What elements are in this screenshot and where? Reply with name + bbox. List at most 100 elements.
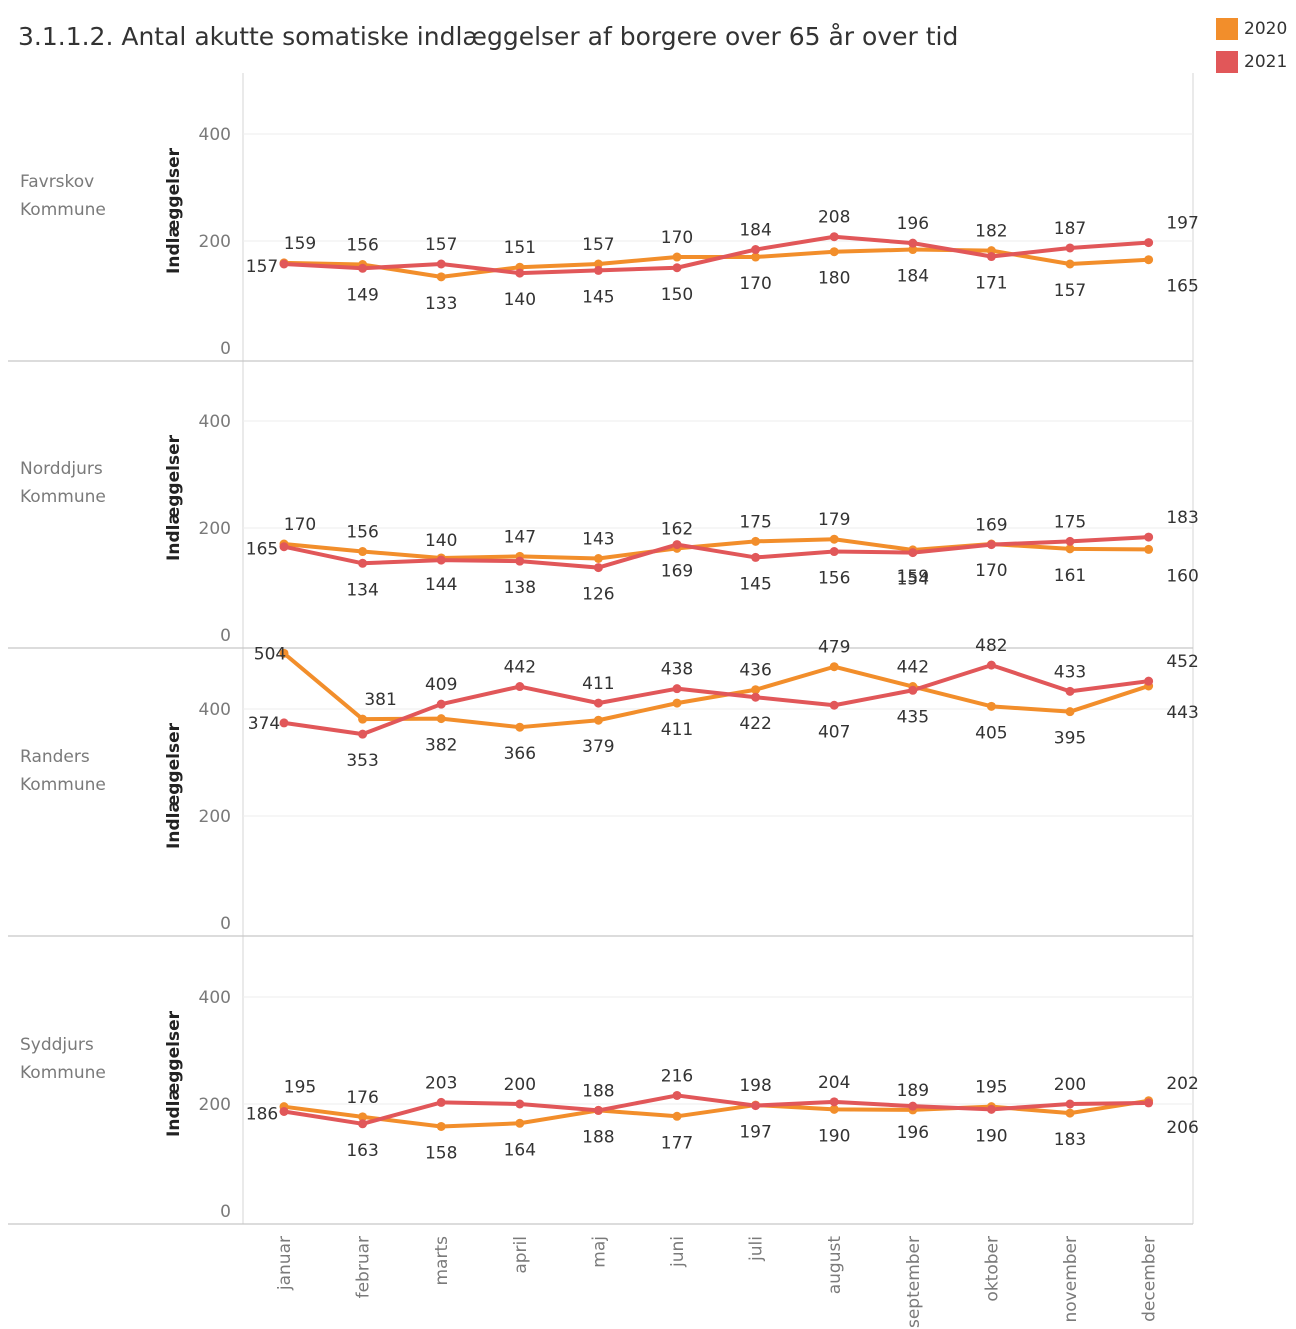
data-label: 190 [818, 1126, 850, 1146]
legend-swatch-2021 [1216, 50, 1238, 73]
y-tick-label: 0 [220, 339, 231, 359]
data-label: 202 [1166, 1074, 1198, 1094]
data-label: 156 [818, 569, 850, 589]
data-point-2021 [829, 700, 839, 710]
y-axis-title: Indlæggelser [164, 1010, 184, 1137]
data-label: 165 [246, 540, 278, 560]
data-label: 190 [975, 1126, 1007, 1146]
data-label: 156 [346, 236, 378, 256]
data-label: 180 [818, 269, 850, 289]
data-label: 382 [425, 736, 457, 756]
data-label: 379 [582, 737, 614, 757]
data-label: 154 [897, 570, 929, 590]
data-point-2021 [751, 692, 761, 702]
data-point-2021 [279, 1106, 289, 1116]
series-line-2020 [282, 651, 1151, 730]
data-point-2021 [908, 1101, 918, 1111]
legend-label-2021: 2021 [1244, 51, 1288, 72]
data-point-2020 [672, 252, 682, 262]
data-label: 204 [818, 1073, 850, 1093]
data-point-2021 [436, 259, 446, 269]
data-label: 216 [661, 1066, 693, 1086]
data-point-2021 [515, 556, 525, 566]
data-point-2021 [515, 682, 525, 692]
legend-item-2020[interactable]: 2020 [1216, 12, 1287, 45]
data-point-2021 [279, 542, 289, 552]
data-label: 196 [897, 214, 929, 234]
y-axis-title: Indlæggelser [164, 434, 184, 561]
data-label: 198 [739, 1076, 771, 1096]
data-point-2020 [436, 714, 446, 724]
legend: 2020 2021 [1216, 12, 1287, 78]
data-label: 435 [897, 707, 929, 727]
data-point-2020 [515, 1118, 525, 1128]
legend-label-2020: 2020 [1244, 18, 1288, 39]
data-point-2021 [908, 548, 918, 558]
data-point-2021 [829, 232, 839, 242]
y-tick-label: 0 [220, 1202, 231, 1222]
y-axis-title: Indlæggelser [164, 147, 184, 274]
data-point-2020 [672, 698, 682, 708]
data-point-2021 [986, 252, 996, 262]
y-tick-label: 200 [199, 232, 231, 252]
data-label: 182 [975, 222, 1007, 242]
data-point-2021 [358, 558, 368, 568]
data-label: 157 [582, 235, 614, 255]
data-point-2020 [829, 534, 839, 544]
data-point-2021 [751, 552, 761, 562]
data-label: 151 [504, 238, 536, 258]
data-label: 482 [975, 636, 1007, 656]
data-point-2021 [829, 547, 839, 557]
data-label: 175 [739, 512, 771, 532]
data-point-2021 [672, 263, 682, 273]
data-point-2021 [1065, 686, 1075, 696]
data-label: 183 [1054, 1130, 1086, 1150]
data-point-2020 [358, 1112, 368, 1122]
series-line-2021 [282, 663, 1151, 737]
data-label: 407 [818, 722, 850, 742]
data-label: 366 [504, 744, 536, 764]
data-label: 433 [1054, 662, 1086, 682]
y-tick-label: 200 [199, 807, 231, 827]
data-label: 158 [425, 1143, 457, 1163]
data-point-2020 [1065, 707, 1075, 717]
data-label: 170 [975, 561, 1007, 581]
y-tick-label: 400 [199, 125, 231, 145]
row-label: Kommune [20, 487, 106, 507]
legend-item-2021[interactable]: 2021 [1216, 45, 1287, 78]
data-point-2021 [908, 238, 918, 248]
data-label: 405 [975, 723, 1007, 743]
data-point-2021 [593, 563, 603, 573]
data-label: 140 [504, 290, 536, 310]
data-label: 163 [346, 1141, 378, 1161]
data-label: 145 [739, 574, 771, 594]
series-line-2021 [282, 535, 1151, 570]
row-label: Syddjurs [20, 1035, 94, 1055]
data-label: 171 [975, 274, 1007, 294]
data-label: 161 [1054, 566, 1086, 586]
data-point-2020 [751, 685, 761, 695]
data-label: 159 [897, 567, 929, 587]
data-point-2020 [1144, 255, 1154, 265]
x-tick-label: januar [275, 1236, 295, 1291]
data-label: 200 [504, 1075, 536, 1095]
data-label: 188 [582, 1127, 614, 1147]
data-point-2021 [593, 1105, 603, 1115]
data-label: 411 [582, 674, 614, 694]
data-point-2021 [436, 1097, 446, 1107]
data-point-2020 [829, 662, 839, 672]
data-label: 187 [1054, 219, 1086, 239]
data-label: 188 [582, 1081, 614, 1101]
data-point-2021 [672, 684, 682, 694]
data-label: 177 [661, 1133, 693, 1153]
data-point-2020 [672, 1111, 682, 1121]
data-point-2020 [1065, 1108, 1075, 1118]
series-line-2021 [282, 1093, 1151, 1126]
data-label: 157 [425, 235, 457, 255]
data-label: 206 [1166, 1118, 1198, 1138]
data-label: 176 [346, 1088, 378, 1108]
data-point-2021 [829, 1097, 839, 1107]
row-label: Kommune [20, 1063, 106, 1083]
x-tick-label: august [825, 1236, 845, 1295]
data-label: 189 [897, 1081, 929, 1101]
